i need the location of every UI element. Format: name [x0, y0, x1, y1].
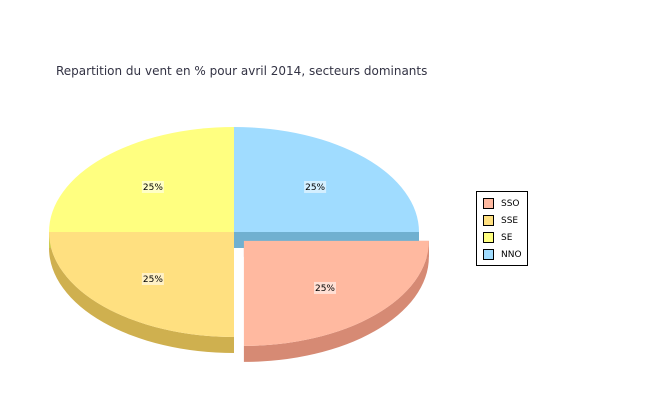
legend-swatch-se — [483, 232, 494, 243]
pie-slice-sso — [243, 240, 429, 346]
slice-label-sso: 25% — [315, 284, 335, 294]
slice-label-bg — [141, 180, 164, 193]
pie-slice-side — [49, 232, 234, 353]
chart-title: Repartition du vent en % pour avril 2014… — [56, 64, 428, 78]
legend-item-sse: SSE — [477, 212, 527, 229]
legend-label: SE — [501, 232, 513, 243]
chart-legend: SSO SSE SE NNO — [476, 191, 528, 266]
legend-label: SSO — [501, 198, 520, 209]
legend-swatch-nno — [483, 249, 494, 260]
legend-item-nno: NNO — [477, 246, 527, 263]
slice-label-nno: 25% — [305, 183, 325, 193]
slice-label-bg — [314, 281, 337, 294]
pie-slice-se — [49, 127, 234, 232]
slice-label-bg — [141, 273, 164, 286]
slice-label-se: 25% — [143, 183, 163, 193]
legend-item-se: SE — [477, 229, 527, 246]
legend-item-sso: SSO — [477, 195, 527, 212]
pie-slice-sse — [49, 232, 234, 337]
legend-label: SSE — [501, 215, 519, 226]
slice-label-sse: 25% — [143, 275, 163, 285]
pie-slice-nno — [234, 127, 419, 232]
legend-swatch-sse — [483, 215, 494, 226]
legend-swatch-sso — [483, 198, 494, 209]
slice-label-bg — [304, 180, 327, 193]
legend-label: NNO — [501, 249, 522, 260]
pie-slice-side — [243, 240, 429, 362]
